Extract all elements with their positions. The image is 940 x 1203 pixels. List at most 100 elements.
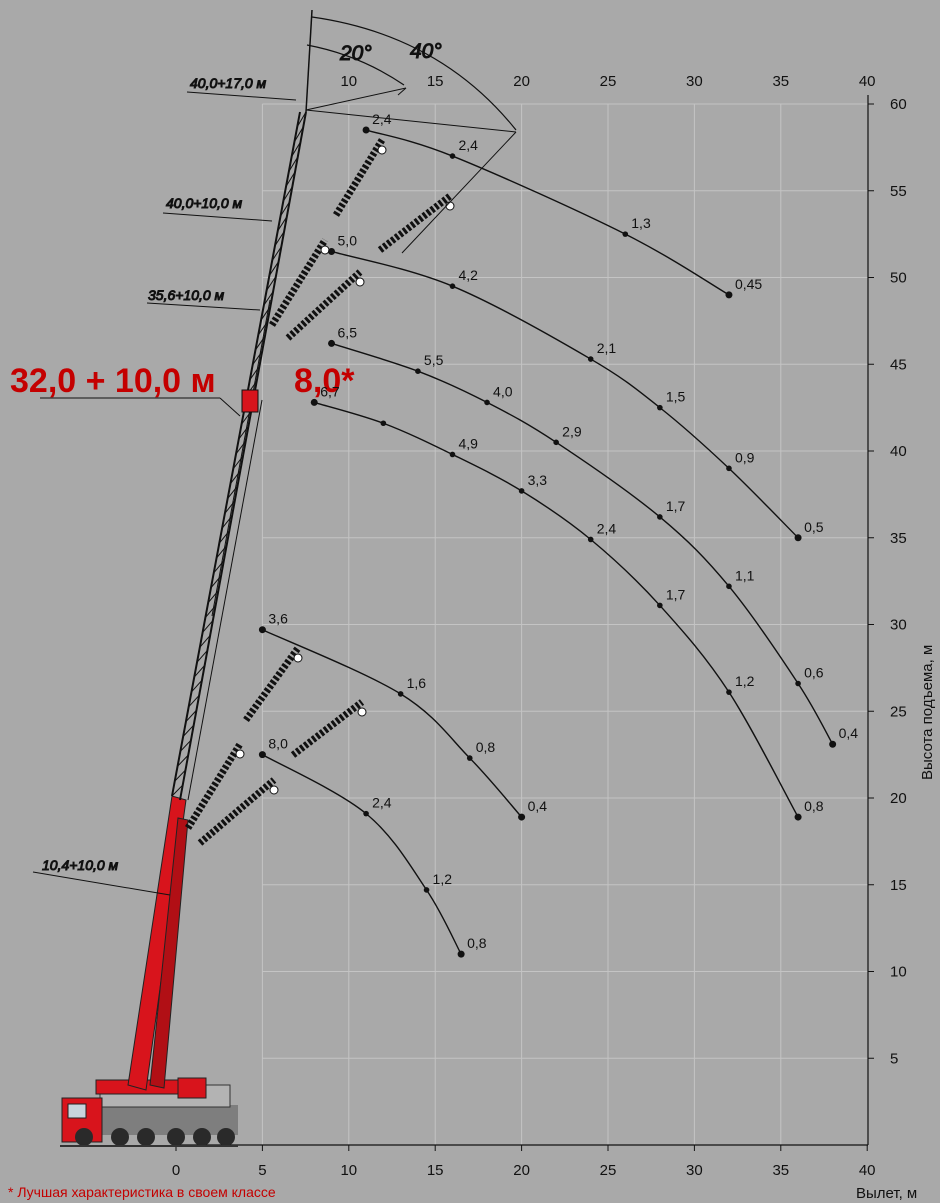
y-axis-title: Высота подъема, м [919, 645, 936, 780]
lattice-brace [179, 739, 192, 752]
y-tick-label: 45 [890, 356, 907, 373]
lattice-brace [288, 156, 299, 172]
load-point [794, 534, 802, 542]
inclined-jib [377, 193, 453, 253]
load-point [449, 153, 456, 159]
config-label-10-10: 10,4+10,0 м [42, 857, 119, 873]
load-point-label: 1,1 [735, 567, 755, 583]
load-point [449, 451, 456, 458]
load-point [363, 810, 369, 817]
load-point-label: 5,0 [338, 232, 358, 248]
load-point [622, 231, 629, 237]
load-point [795, 680, 801, 687]
load-point [726, 689, 732, 695]
load-point-label: 0,6 [804, 664, 824, 680]
highlight-config: 32,0 + 10,0 м [10, 362, 216, 400]
load-point-label: 0,5 [804, 519, 824, 535]
angle-20-label: 20° [339, 42, 372, 65]
load-point-label: 6,7 [320, 383, 340, 399]
load-point [518, 813, 526, 821]
load-point [258, 626, 266, 634]
footnote: * Лучшая характеристика в своем классе [8, 1184, 276, 1200]
load-point-label: 8,0 [268, 736, 288, 752]
load-point-label: 4,9 [458, 435, 478, 451]
jib-hook [355, 277, 365, 287]
inclined-jib [185, 742, 243, 830]
lattice-brace [182, 724, 195, 737]
angle-40-label: 40° [410, 40, 442, 63]
load-point-label: 6,5 [338, 324, 358, 340]
load-point-label: 1,3 [631, 215, 651, 231]
x-ticks-top: 10 15 20 25 30 35 40 [340, 73, 875, 90]
lattice-brace [274, 231, 285, 247]
x-tick-label-top: 20 [513, 73, 530, 90]
x-ticks-bottom: 0 5 10 15 20 25 30 35 40 [172, 1145, 876, 1179]
x-tick-label-top: 40 [859, 73, 876, 90]
lattice-brace [193, 665, 206, 678]
load-point [794, 813, 802, 821]
x-tick-label-bottom: 10 [340, 1162, 357, 1179]
lattice-brace [177, 754, 189, 767]
config-label-40-17: 40,0+17,0 м [190, 75, 267, 91]
jib-hook [293, 653, 303, 663]
x-tick-label-bottom: 25 [600, 1162, 617, 1179]
y-tick-label: 55 [890, 183, 907, 200]
lattice-brace [277, 216, 288, 232]
load-point-label: 0,8 [476, 739, 496, 755]
load-point [362, 126, 370, 134]
load-point [518, 488, 525, 494]
lattice-brace [280, 201, 290, 217]
x-tick-label-bottom: 30 [686, 1162, 703, 1179]
load-point [397, 691, 404, 697]
load-point-label: 0,8 [467, 935, 487, 951]
y-tick-label: 20 [890, 790, 907, 807]
y-tick-label: 40 [890, 443, 907, 460]
lattice-brace [185, 709, 197, 722]
load-point-label: 0,8 [804, 798, 824, 814]
y-tick-label: 50 [890, 270, 907, 287]
load-point [657, 514, 663, 520]
lattice-brace [296, 111, 307, 128]
load-point-label: 5,5 [424, 352, 444, 368]
load-point-label: 1,5 [666, 389, 686, 405]
lattice-brace [202, 620, 214, 633]
load-point [328, 339, 336, 347]
load-point-label: 1,7 [666, 586, 686, 602]
highlight-value: 8,0* [294, 362, 355, 400]
load-point-label: 4,0 [493, 383, 513, 399]
y-tick-label: 5 [890, 1050, 898, 1067]
load-point [726, 465, 732, 472]
load-point [380, 420, 387, 427]
load-point-label: 3,3 [528, 472, 548, 488]
load-point-label: 0,4 [528, 798, 548, 814]
load-point [657, 404, 663, 411]
load-point [484, 399, 490, 406]
lattice-brace [196, 650, 208, 663]
lattice-brace [266, 276, 277, 291]
load-point [657, 602, 663, 609]
inclined-jib [197, 777, 277, 846]
load-point-label: 1,7 [666, 498, 686, 514]
inclined-jib [269, 238, 328, 327]
inclined-jib [243, 645, 301, 723]
config-label-40-10: 40,0+10,0 м [166, 195, 243, 211]
load-point-label: 2,4 [458, 137, 478, 153]
load-curve [365, 129, 730, 296]
load-point [457, 950, 465, 958]
load-point [310, 398, 318, 406]
load-curve [331, 342, 834, 745]
x-tick-label-bottom: 20 [513, 1162, 530, 1179]
jib-hook [445, 201, 455, 211]
jib-hook [377, 145, 387, 155]
x-tick-label-bottom: 0 [172, 1162, 180, 1179]
load-point [829, 740, 837, 748]
lattice-brace [199, 635, 211, 648]
load-point [449, 283, 456, 289]
lattice-brace [268, 261, 280, 276]
load-point-label: 2,9 [562, 423, 582, 439]
load-point [258, 751, 266, 759]
load-curve [262, 754, 462, 955]
load-point [587, 536, 594, 543]
y-ticks: 5 10 15 20 25 30 35 40 45 50 55 60 [868, 96, 907, 1067]
